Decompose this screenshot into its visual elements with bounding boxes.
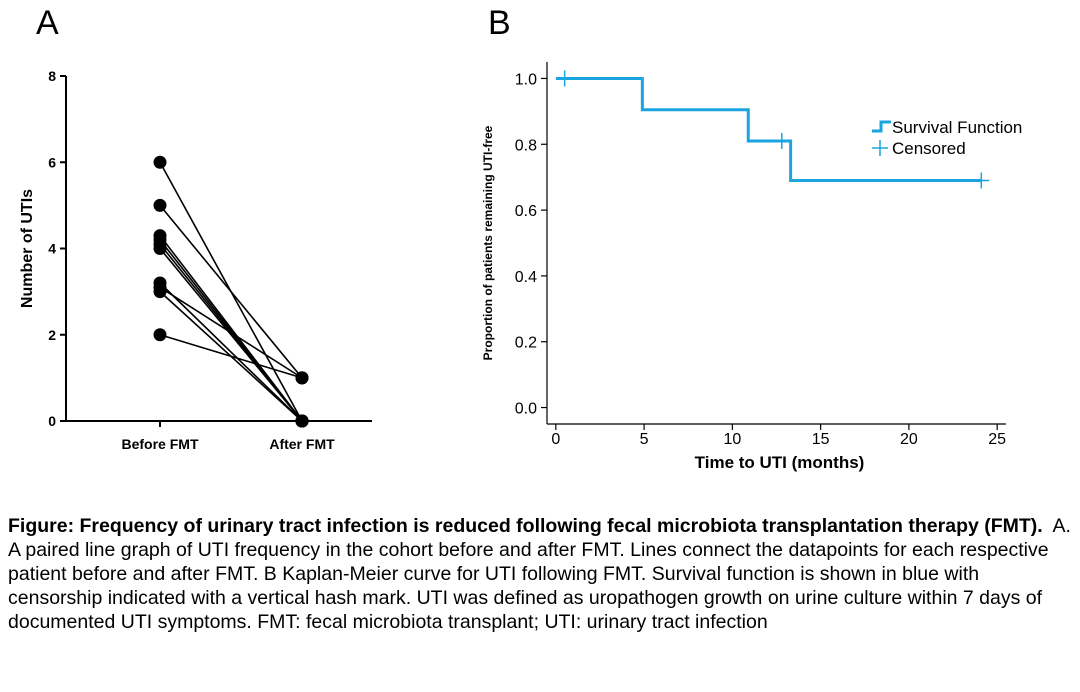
legend-survival-label: Survival Function: [892, 118, 1022, 137]
before-point: [153, 242, 167, 255]
patient-line: [159, 247, 303, 422]
before-point: [153, 155, 167, 169]
figure-caption: Figure: Frequency of urinary tract infec…: [8, 514, 1074, 634]
patient-line: [159, 204, 303, 379]
before-point: [153, 285, 167, 299]
x-axis-label: Time to UTI (months): [695, 453, 865, 472]
x-tick-label: Before FMT: [122, 436, 199, 452]
x-tick-label: 25: [988, 431, 1006, 448]
legend-survival-symbol: [872, 120, 891, 133]
x-tick-label: 15: [812, 431, 830, 448]
y-tick-label: 4: [48, 241, 56, 257]
survival-function-line: [555, 76, 982, 182]
y-tick-label: 0.2: [515, 335, 537, 352]
caption-body: A. A paired line graph of UTI frequency …: [8, 515, 1071, 633]
legend-censored-label: Censored: [892, 139, 966, 158]
before-point: [153, 198, 167, 212]
before-point: [153, 328, 167, 342]
x-tick-label: 20: [900, 431, 918, 448]
y-tick-label: 6: [48, 154, 56, 170]
caption-title: Figure: Frequency of urinary tract infec…: [8, 515, 1043, 537]
y-tick-label: 0.6: [515, 203, 537, 220]
censored-mark: [773, 132, 790, 149]
patient-line: [159, 282, 303, 422]
y-tick-label: 0.4: [515, 269, 537, 286]
x-tick-label: After FMT: [269, 436, 335, 452]
panel-a-label: A: [36, 4, 59, 42]
panel-b-label: B: [488, 4, 511, 42]
y-tick-label: 8: [48, 68, 56, 84]
y-tick-label: 0.0: [515, 401, 537, 418]
y-tick-label: 0.8: [515, 137, 537, 154]
after-point: [295, 371, 309, 385]
censored-mark: [556, 70, 573, 87]
x-tick-label: 0: [551, 431, 560, 448]
x-tick-label: 10: [723, 431, 741, 448]
x-tick-label: 5: [640, 431, 649, 448]
after-point: [295, 414, 309, 428]
y-tick-label: 0: [48, 413, 56, 429]
y-tick-label: 2: [48, 327, 56, 343]
patient-line: [159, 333, 303, 379]
y-axis-label: Number of UTIs: [19, 189, 36, 308]
censored-mark: [973, 172, 990, 189]
y-tick-label: 1.0: [515, 71, 537, 88]
y-axis-label: Proportion of patients remaining UTI-fre…: [481, 125, 495, 360]
patient-line: [159, 286, 303, 379]
